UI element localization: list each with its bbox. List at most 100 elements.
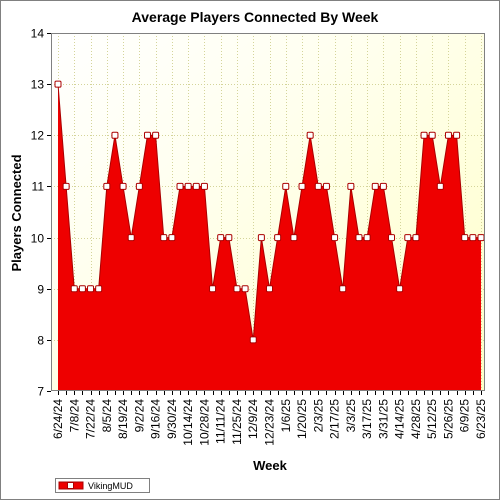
data-point-marker	[266, 285, 273, 293]
legend-label: VikingMUD	[88, 481, 133, 491]
x-tick-label: 1/6/25	[279, 399, 293, 433]
data-point-marker	[436, 182, 444, 190]
data-point-marker	[160, 234, 168, 242]
x-tick-label: 9/30/24	[165, 399, 179, 439]
plot-border	[51, 33, 485, 391]
x-tick-label: 5/12/25	[425, 399, 439, 439]
data-point-marker	[225, 234, 233, 242]
data-point-marker	[152, 131, 160, 139]
x-tick-label: 6/9/25	[458, 399, 472, 433]
data-point-marker	[363, 234, 371, 242]
x-tick-label: 10/14/24	[181, 399, 195, 446]
data-point-marker	[62, 182, 70, 190]
data-point-marker	[54, 80, 62, 88]
x-tick-label: 2/17/25	[328, 399, 342, 439]
data-point-marker	[233, 285, 241, 293]
data-point-marker	[135, 182, 143, 190]
data-point-marker	[241, 285, 249, 293]
data-point-marker	[322, 182, 330, 190]
x-tick-label: 10/28/24	[197, 399, 211, 446]
data-point-marker	[168, 234, 176, 242]
data-point-marker	[428, 131, 436, 139]
data-point-marker	[298, 182, 306, 190]
data-point-marker	[331, 234, 339, 242]
data-point-marker	[119, 182, 127, 190]
y-tick-label: 14	[31, 27, 45, 41]
chart-title: Average Players Connected By Week	[132, 9, 379, 25]
y-tick-label: 9	[37, 283, 44, 297]
y-tick-label: 7	[37, 385, 44, 399]
data-point-marker	[379, 182, 387, 190]
y-axis-label: Players Connected	[9, 154, 24, 271]
x-tick-label: 9/2/24	[132, 399, 146, 433]
data-point-marker	[176, 182, 184, 190]
x-tick-label: 7/22/24	[84, 399, 98, 439]
data-point-marker	[184, 182, 192, 190]
x-tick-label: 5/26/25	[441, 399, 455, 439]
x-tick-label: 12/23/24	[263, 399, 277, 446]
x-axis-ticks: 6/24/24 7/8/24 7/22/24 8/5/24 8/19/24 9/2/24 9…	[51, 391, 488, 446]
data-markers	[54, 80, 485, 344]
data-point-marker	[282, 182, 290, 190]
data-point-marker	[78, 285, 86, 293]
y-tick-label: 10	[31, 232, 45, 246]
series-area-fill	[58, 84, 481, 392]
data-point-marker	[257, 234, 265, 242]
data-point-marker	[192, 182, 200, 190]
data-point-marker	[103, 182, 111, 190]
data-point-marker	[95, 285, 103, 293]
x-tick-label: 8/19/24	[116, 399, 130, 439]
data-point-marker	[111, 131, 119, 139]
y-tick-label: 8	[37, 334, 44, 348]
data-point-marker	[127, 234, 135, 242]
data-point-marker	[306, 131, 314, 139]
data-point-marker	[143, 131, 151, 139]
data-point-marker	[404, 234, 412, 242]
data-point-marker	[347, 182, 355, 190]
data-point-marker	[217, 234, 225, 242]
legend-marker	[67, 482, 74, 489]
data-point-marker	[274, 234, 282, 242]
data-point-marker	[444, 131, 452, 139]
legend: VikingMUD	[55, 478, 150, 493]
data-point-marker	[290, 234, 298, 242]
data-point-marker	[339, 285, 347, 293]
x-tick-label: 3/31/25	[376, 399, 390, 439]
data-point-marker	[355, 234, 363, 242]
x-tick-label: 4/14/25	[393, 399, 407, 439]
x-tick-label: 11/25/24	[230, 399, 244, 445]
x-tick-label: 3/17/25	[360, 399, 374, 439]
x-tick-label: 3/3/25	[344, 399, 358, 433]
data-point-marker	[477, 234, 485, 242]
x-tick-label: 6/24/24	[51, 399, 65, 439]
y-tick-label: 11	[32, 180, 45, 194]
data-point-marker	[396, 285, 404, 293]
data-point-marker	[87, 285, 95, 293]
data-point-marker	[70, 285, 78, 293]
x-tick-label: 6/23/25	[474, 399, 488, 439]
data-point-marker	[420, 131, 428, 139]
x-axis-label: Week	[253, 458, 287, 473]
data-point-marker	[412, 234, 420, 242]
x-tick-label: 9/16/24	[149, 399, 163, 439]
x-tick-label: 12/9/24	[246, 399, 260, 439]
y-tick-label: 13	[31, 78, 45, 92]
x-tick-label: 11/11/24	[214, 399, 228, 444]
x-tick-label: 2/3/25	[311, 399, 325, 433]
data-point-marker	[209, 285, 217, 293]
x-tick-label: 1/20/25	[295, 399, 309, 439]
x-tick-label: 4/28/25	[409, 399, 423, 439]
data-point-marker	[453, 131, 461, 139]
data-point-marker	[371, 182, 379, 190]
data-point-marker	[388, 234, 396, 242]
data-point-marker	[249, 336, 257, 344]
data-point-marker	[200, 182, 208, 190]
x-tick-label: 7/8/24	[67, 399, 81, 433]
y-tick-label: 12	[31, 129, 45, 143]
data-point-marker	[469, 234, 477, 242]
data-point-marker	[314, 182, 322, 190]
y-axis-ticks: 7 8 9 10 11 12 13 14	[31, 27, 51, 399]
x-tick-label: 8/5/24	[100, 399, 114, 433]
